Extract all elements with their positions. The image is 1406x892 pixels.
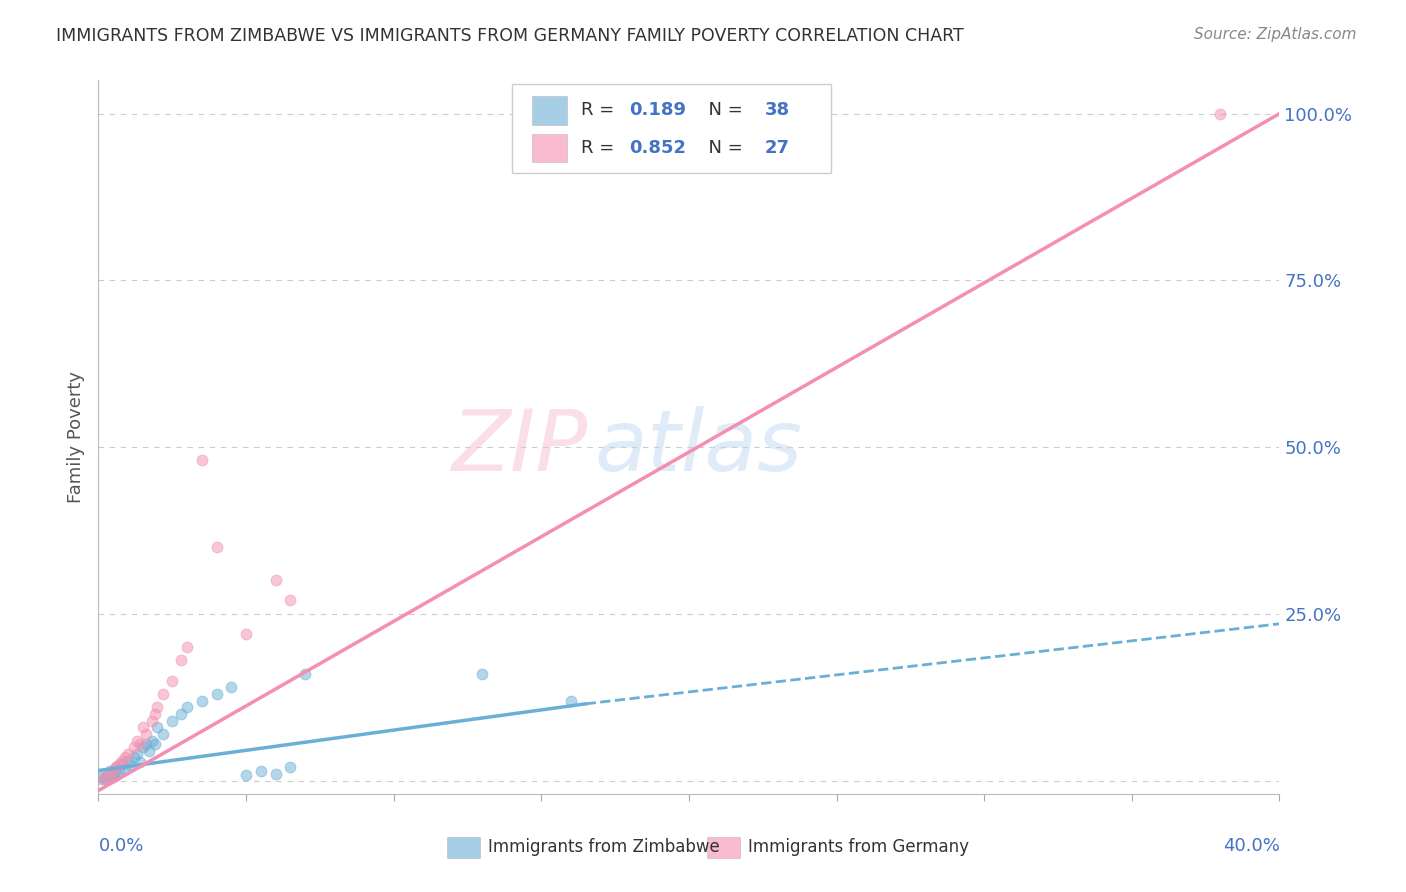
Point	[96, 772, 118, 787]
Point	[111, 756, 134, 771]
Point	[235, 627, 257, 641]
FancyBboxPatch shape	[531, 134, 567, 162]
Point	[170, 706, 193, 721]
Point	[117, 754, 139, 768]
Point	[103, 764, 125, 778]
Point	[120, 759, 142, 773]
Point	[105, 760, 128, 774]
Point	[90, 770, 112, 784]
Point	[191, 453, 214, 467]
Point	[96, 768, 118, 782]
Point	[294, 666, 316, 681]
Point	[1209, 106, 1232, 120]
Point	[103, 770, 125, 784]
Text: 27: 27	[765, 139, 790, 157]
Point	[143, 737, 166, 751]
Text: 0.189: 0.189	[628, 102, 686, 120]
Point	[280, 760, 302, 774]
Text: Source: ZipAtlas.com: Source: ZipAtlas.com	[1194, 27, 1357, 42]
Point	[135, 737, 157, 751]
Point	[176, 700, 198, 714]
Point	[170, 653, 193, 667]
Point	[98, 764, 121, 778]
FancyBboxPatch shape	[447, 837, 479, 858]
Point	[143, 706, 166, 721]
Point	[105, 760, 128, 774]
Text: atlas: atlas	[595, 406, 803, 490]
Point	[108, 756, 131, 771]
Point	[125, 733, 148, 747]
Point	[141, 714, 163, 728]
Point	[146, 720, 169, 734]
Point	[280, 593, 302, 607]
Point	[93, 772, 115, 786]
Point	[471, 666, 494, 681]
Text: R =: R =	[582, 102, 620, 120]
Point	[90, 772, 112, 787]
Text: ZIP: ZIP	[453, 406, 589, 490]
FancyBboxPatch shape	[707, 837, 740, 858]
Point	[250, 764, 273, 778]
Point	[152, 687, 174, 701]
Point	[96, 770, 118, 784]
Point	[132, 720, 155, 734]
Point	[111, 754, 134, 768]
Point	[162, 714, 183, 728]
Point	[560, 693, 582, 707]
Point	[135, 727, 157, 741]
Point	[105, 768, 128, 782]
Point	[117, 747, 139, 761]
Point	[146, 700, 169, 714]
Text: N =: N =	[697, 139, 749, 157]
Text: IMMIGRANTS FROM ZIMBABWE VS IMMIGRANTS FROM GERMANY FAMILY POVERTY CORRELATION C: IMMIGRANTS FROM ZIMBABWE VS IMMIGRANTS F…	[56, 27, 965, 45]
Point	[176, 640, 198, 655]
Y-axis label: Family Poverty: Family Poverty	[66, 371, 84, 503]
Text: N =: N =	[697, 102, 749, 120]
Point	[152, 727, 174, 741]
Point	[108, 764, 131, 778]
Point	[114, 750, 136, 764]
FancyBboxPatch shape	[512, 84, 831, 173]
Point	[98, 767, 121, 781]
Point	[138, 743, 160, 757]
Point	[205, 540, 228, 554]
Point	[114, 762, 136, 776]
Text: 38: 38	[765, 102, 790, 120]
Point	[132, 740, 155, 755]
FancyBboxPatch shape	[531, 96, 567, 125]
Point	[128, 737, 150, 751]
Point	[191, 693, 214, 707]
Text: 40.0%: 40.0%	[1223, 837, 1279, 855]
Text: Immigrants from Zimbabwe: Immigrants from Zimbabwe	[488, 838, 720, 856]
Point	[221, 680, 243, 694]
Point	[264, 767, 287, 781]
Point	[264, 574, 287, 588]
Point	[128, 755, 150, 769]
Point	[103, 765, 125, 780]
Text: 0.0%: 0.0%	[98, 837, 143, 855]
Point	[205, 687, 228, 701]
Text: R =: R =	[582, 139, 620, 157]
Point	[235, 768, 257, 782]
Point	[122, 750, 145, 764]
Point	[98, 767, 121, 781]
Text: 0.852: 0.852	[628, 139, 686, 157]
Point	[122, 740, 145, 755]
Point	[162, 673, 183, 688]
Point	[141, 733, 163, 747]
Text: Immigrants from Germany: Immigrants from Germany	[748, 838, 969, 856]
Point	[125, 747, 148, 761]
